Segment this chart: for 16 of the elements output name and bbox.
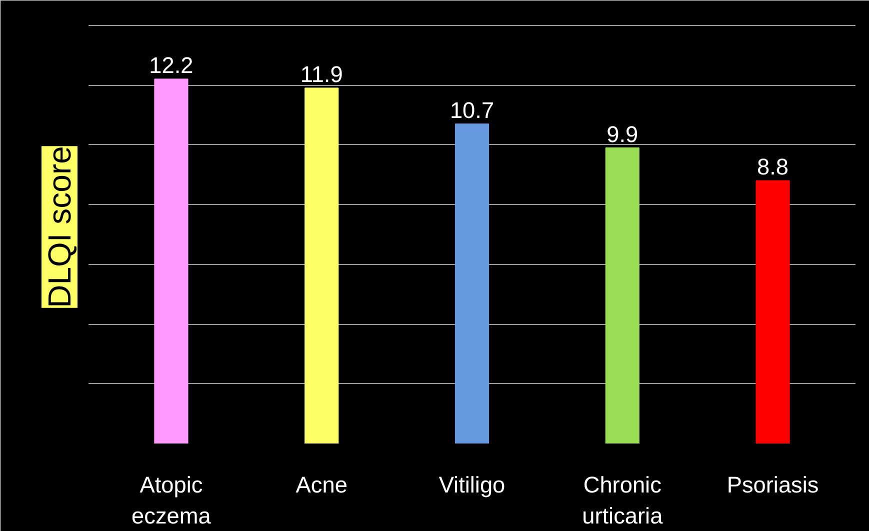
bar xyxy=(304,88,339,444)
bar xyxy=(154,78,188,444)
x-tick-label: Psoriasis xyxy=(726,472,819,498)
data-label: 11.9 xyxy=(300,61,343,88)
x-tick-label: Chronic urticaria xyxy=(582,472,664,529)
data-label: 12.2 xyxy=(149,52,194,78)
bar xyxy=(605,147,640,444)
bar xyxy=(756,180,790,444)
y-axis-title: DLQI score xyxy=(42,146,78,308)
x-tick-label: Acne xyxy=(296,472,348,498)
x-tick-label: Atopic eczema xyxy=(132,472,212,529)
x-tick-label: Vitiligo xyxy=(438,472,506,498)
data-label: 10.7 xyxy=(450,96,494,123)
data-label: 8.8 xyxy=(757,154,789,180)
data-label: 9.9 xyxy=(606,120,638,147)
bar xyxy=(454,123,490,444)
